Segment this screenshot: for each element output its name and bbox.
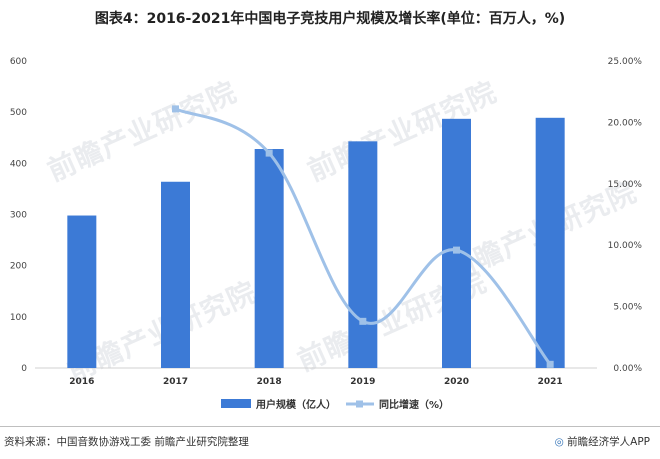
- chart-title: 图表4：2016-2021年中国电子竞技用户规模及增长率(单位：百万人，%): [94, 11, 566, 27]
- y-right-tick-label: 10.00%: [608, 241, 643, 251]
- growth-point: [453, 246, 460, 254]
- bar: [535, 117, 565, 368]
- x-tick-label: 2017: [163, 377, 188, 387]
- x-tick-label: 2016: [69, 377, 94, 387]
- legend-line-label: 同比增速（%）: [379, 398, 449, 411]
- brand-logo-icon: ◎: [554, 436, 564, 448]
- footer: 资料来源：中国音数协游戏工委 前瞻产业研究院整理 ◎ 前瞻经济学人APP: [0, 426, 660, 459]
- x-tick-label: 2020: [444, 377, 469, 387]
- x-tick-label: 2018: [257, 377, 282, 387]
- x-tick-label: 2019: [350, 377, 375, 387]
- bar: [348, 141, 378, 368]
- y-left-tick-label: 300: [10, 211, 27, 221]
- y-left-tick-label: 100: [10, 313, 27, 323]
- legend-bar-swatch: [221, 399, 251, 408]
- y-left-tick-label: 600: [10, 57, 27, 67]
- y-left-tick-label: 200: [10, 262, 27, 272]
- y-right-tick-label: 5.00%: [613, 303, 642, 313]
- growth-point: [359, 317, 367, 325]
- legend-line-marker: [356, 400, 363, 408]
- y-right-tick-label: 0.00%: [613, 364, 642, 374]
- bar: [161, 181, 190, 368]
- growth-point: [265, 149, 273, 157]
- x-tick-label: 2021: [538, 377, 563, 387]
- legend-bar-label: 用户规模（亿人）: [255, 398, 336, 411]
- y-left-tick-label: 500: [10, 108, 27, 118]
- bar: [254, 149, 284, 368]
- brand[interactable]: ◎ 前瞻经济学人APP: [555, 434, 650, 449]
- brand-label: 前瞻经济学人APP: [567, 436, 650, 448]
- growth-point: [172, 105, 179, 113]
- y-left-tick-label: 0: [21, 364, 27, 374]
- chart-area: 0 100 200 300 400 500 600 0.00% 5.00% 10.00% 15.00…: [10, 57, 643, 411]
- y-right-tick-label: 20.00%: [608, 118, 643, 128]
- y-left-tick-label: 400: [10, 159, 27, 169]
- bar: [67, 215, 97, 368]
- source-note: 资料来源：中国音数协游戏工委 前瞻产业研究院整理: [4, 436, 249, 448]
- y-right-tick-label: 15.00%: [608, 180, 643, 190]
- growth-point: [546, 360, 554, 368]
- bar: [442, 118, 471, 369]
- y-right-tick-label: 25.00%: [608, 57, 643, 67]
